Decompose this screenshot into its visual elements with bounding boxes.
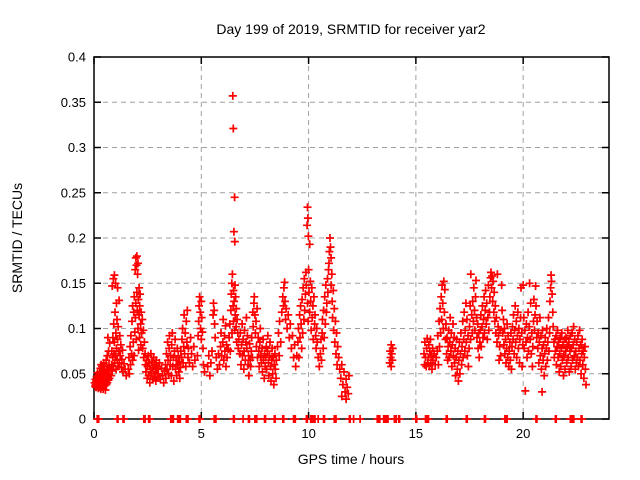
x-tick-label: 0 [90, 426, 97, 441]
y-axis-label: SRMTID / TECUs [9, 183, 25, 293]
y-tick-labels: 0 0.05 0.1 0.15 0.2 0.25 0.3 0.35 0.4 [61, 50, 86, 427]
x-tick-label: 10 [301, 426, 315, 441]
y-tick-label: 0.2 [68, 231, 86, 246]
y-tick-label: 0.35 [61, 95, 86, 110]
y-tick-label: 0.25 [61, 185, 86, 200]
x-tick-label: 5 [198, 426, 205, 441]
plus-markers [90, 91, 590, 423]
data-points [90, 91, 590, 423]
y-tick-label: 0 [79, 412, 86, 427]
y-tick-label: 0.1 [68, 321, 86, 336]
x-axis-label: GPS time / hours [298, 451, 405, 467]
y-tick-label: 0.4 [68, 50, 86, 65]
chart-title: Day 199 of 2019, SRMTID for receiver yar… [216, 21, 485, 37]
y-tick-label: 0.3 [68, 140, 86, 155]
x-tick-label: 15 [409, 426, 423, 441]
x-tick-label: 20 [516, 426, 530, 441]
y-tick-label: 0.15 [61, 276, 86, 291]
x-tick-labels: 0 5 10 15 20 [90, 426, 530, 441]
y-tick-label: 0.05 [61, 366, 86, 381]
